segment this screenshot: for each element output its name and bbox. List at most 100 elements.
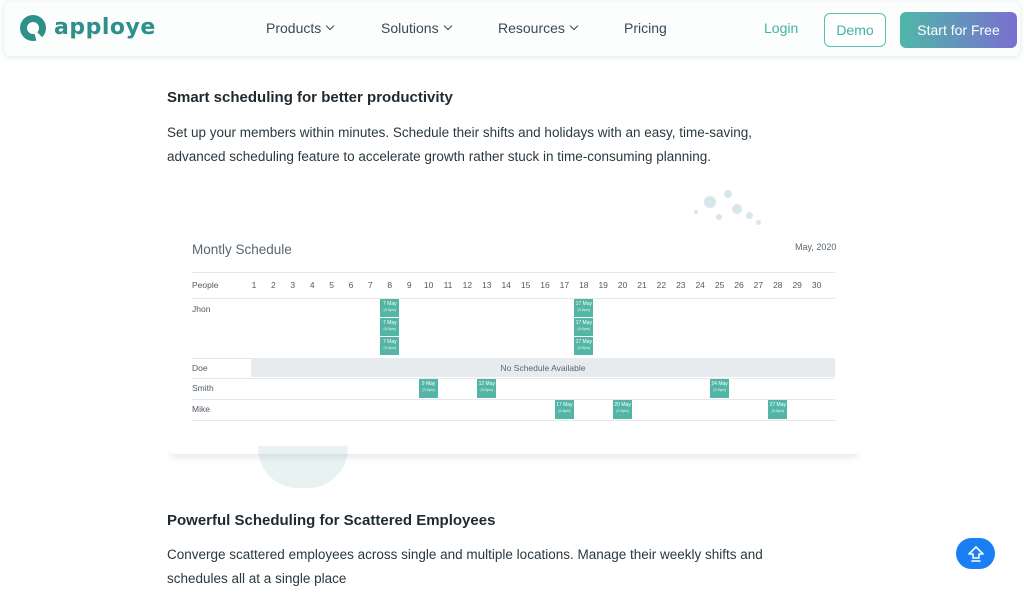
day-column-header: 22 [656, 280, 667, 290]
login-link[interactable]: Login [764, 20, 799, 36]
day-column-header: 18 [579, 280, 589, 290]
shift-block[interactable]: 12 May (9-5pm) [477, 379, 497, 398]
nav-resources[interactable]: Resources [498, 20, 579, 36]
grid-divider [192, 298, 835, 299]
chevron-down-icon [326, 21, 335, 31]
grid-divider [192, 420, 835, 421]
section2-body-line-2: schedules all at a single place [167, 571, 347, 586]
day-column-header: 19 [598, 280, 608, 290]
person-name-jhon: Jhon [192, 304, 211, 314]
day-column-header: 10 [423, 280, 434, 290]
nav-products-label: Products [266, 20, 322, 36]
shift-time: (9-5pm) [577, 346, 591, 350]
day-column-header: 5 [329, 280, 334, 290]
shift-block[interactable]: 27 May (9-5pm) [768, 400, 788, 419]
nav-pricing[interactable]: Pricing [624, 20, 667, 36]
chevron-down-icon [443, 21, 452, 31]
section-heading-smart-scheduling: Smart scheduling for better productivity [167, 89, 453, 106]
day-column-header: 7 [368, 280, 373, 290]
apploye-logo-icon [20, 15, 48, 43]
shift-block[interactable]: 7 May (9-5pm) [380, 337, 400, 355]
shift-block[interactable]: 7 May (9-5pm) [380, 299, 400, 317]
day-column-header: 4 [309, 280, 315, 290]
day-column-header: 30 [811, 280, 822, 290]
shift-block[interactable]: 17 May (9-5pm) [574, 318, 594, 336]
shift-date: 12 May [478, 381, 495, 387]
no-schedule-bar: No Schedule Available [251, 358, 835, 377]
shift-time: (9-5pm) [422, 388, 435, 392]
section-body-line-2: advanced scheduling feature to accelerat… [167, 149, 712, 164]
shift-date: 9 May [421, 381, 436, 387]
day-column-header: 15 [520, 280, 531, 290]
day-column-header: 1 [251, 280, 257, 290]
day-column-header: 2 [271, 280, 276, 290]
shift-block[interactable]: 24 May (9-5pm) [710, 379, 730, 398]
nav-pricing-label: Pricing [624, 20, 667, 36]
person-name-mike: Mike [192, 404, 210, 414]
shift-time: (9-5pm) [383, 346, 397, 350]
shift-time: (9-5pm) [383, 308, 397, 312]
brand-name: apploye [54, 15, 156, 40]
shift-date: 24 May [711, 381, 728, 387]
grid-divider [192, 272, 835, 273]
shift-date: 7 May [382, 339, 397, 345]
day-column-header: 24 [695, 280, 705, 290]
shift-time: (9-5pm) [383, 327, 397, 331]
shift-date: 7 May [382, 320, 397, 326]
arrow-up-icon [967, 545, 984, 562]
day-column-header: 26 [734, 280, 744, 290]
day-column-header: 17 [559, 280, 570, 290]
day-column-header: 25 [714, 280, 725, 290]
shift-date: 17 May [556, 402, 573, 408]
shift-time: (9-5pm) [480, 388, 494, 392]
shift-time: (9-5pm) [713, 388, 726, 392]
shift-block[interactable]: 20 May (9-5pm) [613, 400, 633, 419]
shift-block[interactable]: 17 May (9-5pm) [574, 299, 594, 317]
nav-resources-label: Resources [498, 20, 565, 36]
day-column-header: 28 [773, 280, 783, 290]
shift-block[interactable]: 17 May (9-5pm) [574, 337, 594, 355]
schedule-title: Montly Schedule [192, 242, 292, 257]
day-column-header: 11 [443, 280, 453, 290]
scroll-to-top-button[interactable] [956, 538, 995, 569]
shift-time: (9-5pm) [558, 409, 571, 413]
shift-time: (9-5pm) [616, 409, 629, 413]
shift-date: 27 May [769, 402, 786, 408]
day-column-header: 14 [501, 280, 511, 290]
day-column-header: 21 [637, 280, 647, 290]
person-name-smith: Smith [192, 383, 214, 393]
day-column-header: 12 [462, 280, 473, 290]
grid-divider [192, 378, 835, 379]
nav-solutions[interactable]: Solutions [381, 20, 452, 36]
start-for-free-button[interactable]: Start for Free [900, 12, 1017, 48]
schedule-month: May, 2020 [795, 242, 837, 252]
shift-date: 17 May [575, 339, 592, 345]
day-column-header: 13 [482, 280, 492, 290]
schedule-grid: People Jhon Doe No Schedule Available Sm… [192, 272, 835, 422]
brand-logo[interactable]: apploye [18, 13, 156, 43]
chevron-down-icon [569, 21, 579, 31]
site-header: apploye Products Solutions Resources Pri… [4, 2, 1020, 56]
day-column-header: 29 [792, 280, 802, 290]
demo-button[interactable]: Demo [824, 13, 886, 47]
day-column-header: 27 [753, 280, 764, 290]
people-column-header: People [192, 280, 219, 290]
day-column-header: 9 [406, 280, 412, 290]
schedule-card-edge [170, 446, 858, 454]
day-column-header: 23 [676, 280, 686, 290]
shift-date: 7 May [382, 301, 397, 307]
section2-body-line-1: Converge scattered employees across sing… [167, 547, 763, 562]
nav-products[interactable]: Products [266, 20, 335, 36]
shift-block[interactable]: 7 May (9-5pm) [380, 318, 400, 336]
shift-block[interactable]: 9 May (9-5pm) [419, 379, 439, 398]
section-body-line-1: Set up your members within minutes. Sche… [167, 125, 753, 140]
shift-date: 17 May [575, 301, 592, 307]
shift-block[interactable]: 17 May (9-5pm) [554, 400, 574, 419]
day-column-header: 3 [290, 280, 296, 290]
day-column-header: 8 [387, 280, 393, 290]
shift-time: (9-5pm) [577, 327, 591, 331]
section-heading-powerful-scheduling: Powerful Scheduling for Scattered Employ… [167, 512, 496, 529]
shift-date: 20 May [614, 402, 631, 408]
shift-time: (9-5pm) [771, 409, 785, 413]
day-column-header: 20 [617, 280, 628, 290]
